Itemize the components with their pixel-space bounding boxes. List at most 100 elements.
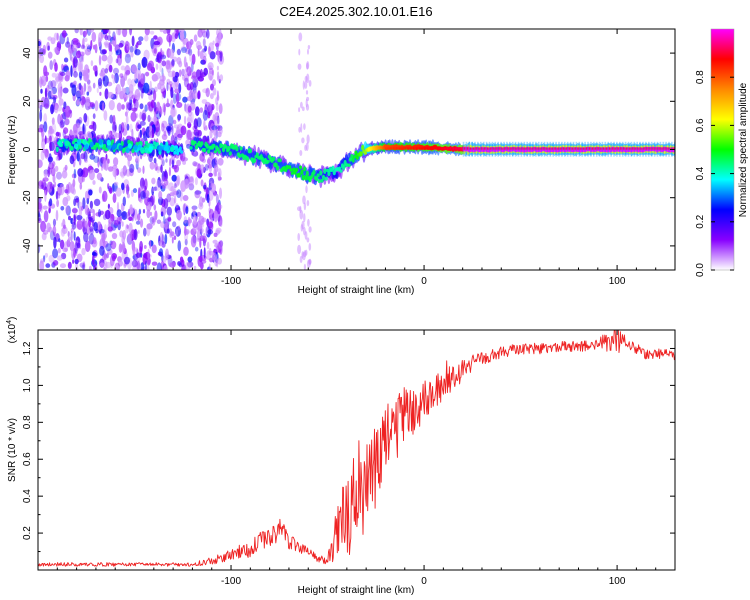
spectrogram-core-cell <box>402 147 404 150</box>
spectrogram-noise-cell <box>161 133 168 141</box>
spectrogram-noise-cell <box>78 206 83 217</box>
spectrogram-envelope-cell <box>593 141 595 157</box>
spectrogram-noise-cell <box>117 29 121 36</box>
spectrogram-core-cell <box>626 147 628 150</box>
spectrogram-noise-cell <box>72 259 75 264</box>
spectrogram-noise-cell <box>140 190 146 200</box>
spectrogram-core-cell <box>650 147 652 150</box>
spectrogram-noise-cell <box>129 29 133 36</box>
spectrogram-noise-cell <box>128 216 133 221</box>
spectrogram-ridge-spot <box>118 144 123 151</box>
spectrogram-noise-cell <box>205 125 208 130</box>
spectrogram-ridge-cell <box>317 179 321 184</box>
spectrogram-core-cell <box>531 147 533 150</box>
spectrogram-ridge <box>55 133 675 189</box>
spectrogram-noise-cell <box>153 48 157 54</box>
spectrogram-noise-cell <box>142 165 145 174</box>
spectrogram-noise-cell <box>206 193 210 204</box>
spectrogram-noise-cell <box>216 29 220 36</box>
spectrogram-noise-cell <box>217 257 222 265</box>
spectrogram-envelope-cell <box>520 141 523 157</box>
spectrogram-noise-cell <box>168 48 175 59</box>
spectrogram-core-cell <box>476 147 478 150</box>
spectrogram-noise-cell <box>208 46 211 55</box>
spectrogram-noise-cell <box>182 195 189 201</box>
spectrogram-ridge-spot <box>82 139 87 145</box>
spectrogram-noise-cell <box>50 167 56 177</box>
spectrogram-core-cell <box>519 147 521 150</box>
spectrogram-ridge-cell <box>217 150 221 154</box>
spectrogram-noise-cell <box>219 220 223 228</box>
spectrogram-noise-cell <box>176 209 182 221</box>
spectrogram-core-cell <box>573 147 575 150</box>
spectrogram-noise-cell <box>213 192 217 197</box>
spectrogram-noise-cell <box>122 165 128 177</box>
spectrogram-noise-cell <box>44 252 49 258</box>
spectrogram-noise-cell <box>153 186 158 191</box>
spectrogram-noise-cell <box>173 196 177 204</box>
spectrogram-noise-cell <box>119 73 124 78</box>
spectrogram-noise-cell <box>182 160 187 165</box>
spectrogram-noise-cell <box>58 98 64 106</box>
spectrogram-noise-cell <box>216 242 220 252</box>
spectrogram-noise-cell <box>170 231 175 237</box>
spectrogram-noise-cell <box>137 213 141 222</box>
spectrogram-noise-cell <box>99 262 105 268</box>
spectrogram-noise-cell <box>171 81 179 90</box>
spectrogram-noise-cell <box>102 190 108 202</box>
spectrogram-noise-cell <box>93 265 96 270</box>
spectrogram-ridge-spot <box>89 141 94 148</box>
spectrogram-core-cell <box>541 147 543 150</box>
spectrogram-noise-cell <box>117 260 123 267</box>
spectrogram-core-cell <box>391 147 393 150</box>
spectrogram-noise-cell <box>178 69 182 77</box>
spectrogram-noise-cell <box>149 125 153 132</box>
spectrogram-noise-cell <box>88 216 93 221</box>
spectrogram-noise-cell <box>89 153 96 160</box>
spectrogram-core-cell <box>667 147 669 150</box>
spectrogram-ridge-cell <box>355 155 359 160</box>
spectrogram-noise-cell <box>128 84 134 94</box>
spectrogram-noise-cell <box>301 106 305 112</box>
spectrogram-core-cell <box>537 147 540 150</box>
spectrogram-envelope-cell <box>543 141 546 157</box>
spectrogram-noise-cell <box>72 207 78 214</box>
spectrogram-ridge-cell <box>103 143 107 149</box>
spectrogram-core-cell <box>568 147 570 150</box>
spectrogram-envelope-cell <box>535 141 537 157</box>
spectrogram-noise-cell <box>176 48 181 56</box>
spectrogram-noise-cell <box>65 183 70 196</box>
spectrogram-noise-cell <box>165 60 171 70</box>
spectrogram-core-cell <box>483 147 486 150</box>
spectrogram-core-cell <box>497 147 499 150</box>
spectrogram-ridge-cell <box>315 176 319 182</box>
spectrogram-noise-cell <box>214 256 218 267</box>
spectrogram-ridge-cell <box>235 146 239 152</box>
spectrogram-core-cell <box>562 147 564 150</box>
colorbar-frame <box>710 28 735 271</box>
spectrogram-noise-cell <box>166 228 170 234</box>
spectrogram-core-cell <box>544 147 546 150</box>
spectrogram-noise-cell <box>56 199 59 208</box>
spectrogram-noise-cell <box>42 205 48 210</box>
spectrogram-core-cell <box>517 147 520 150</box>
spectrogram-noise-cell <box>159 108 164 115</box>
spectrogram-noise-cell <box>73 71 78 78</box>
spectrogram-noise-cell <box>171 159 175 168</box>
spectrogram-noise-cell <box>151 216 156 226</box>
spectrogram-noise-cell <box>70 65 73 78</box>
spectrogram-envelope-cell <box>595 141 598 157</box>
spectrogram-noise-cell <box>199 256 203 263</box>
spectrogram-noise-cell <box>53 46 60 54</box>
spectrogram-core-cell <box>432 147 435 150</box>
spectrogram-noise-cell <box>56 104 63 112</box>
spectrogram-ridge-cell <box>342 164 346 171</box>
spectrogram-envelope-cell <box>564 141 566 157</box>
spectrogram-noise-cell <box>139 218 144 228</box>
spectrogram-noise-cell <box>118 123 122 134</box>
spectrogram-noise-cell <box>49 198 53 207</box>
spectrogram-envelope-cell <box>633 141 636 157</box>
spectrogram-noise-cell <box>168 115 174 127</box>
spectrogram-noise-cell <box>213 232 218 237</box>
spectrogram-noise-cell <box>127 158 131 167</box>
